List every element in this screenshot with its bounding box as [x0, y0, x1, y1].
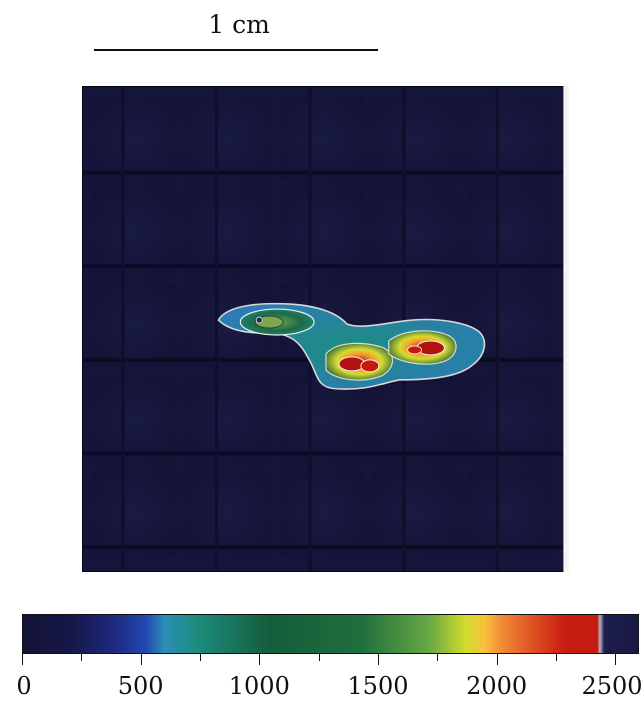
- heatmap-svg: [83, 87, 565, 571]
- background-grid: [83, 87, 565, 571]
- colorbar-minor-tick: [199, 653, 201, 661]
- colorbar-tick-label: 1000: [228, 672, 290, 700]
- colorbar-major-tick: [22, 653, 23, 665]
- colorbar-tick-label: 1500: [347, 672, 409, 700]
- heatmap-plot: [82, 86, 566, 572]
- colorbar-tick-label: 0: [16, 672, 32, 700]
- scale-line: [94, 49, 378, 51]
- colorbar-tick-label: 2500: [581, 672, 643, 700]
- colorbar-major-tick: [259, 653, 261, 665]
- colorbar-minor-tick: [437, 653, 439, 661]
- colorbar-minor-tick: [318, 653, 320, 661]
- colorbar-major-tick: [496, 653, 498, 665]
- hotspot-region: [217, 302, 486, 390]
- plot-right-edge: [563, 86, 569, 572]
- colorbar-major-tick: [140, 653, 142, 665]
- colorbar-tick-label: 2000: [466, 672, 528, 700]
- scale-label: 1 cm: [208, 10, 270, 39]
- colorbar-major-tick: [377, 653, 379, 665]
- colorbar-minor-tick: [555, 653, 557, 661]
- colorbar-tick-label: 500: [117, 672, 164, 700]
- colorbar-major-tick: [615, 653, 617, 665]
- colorbar: [22, 614, 639, 654]
- colorbar-axis: [22, 653, 639, 673]
- colorbar-minor-tick: [81, 653, 83, 661]
